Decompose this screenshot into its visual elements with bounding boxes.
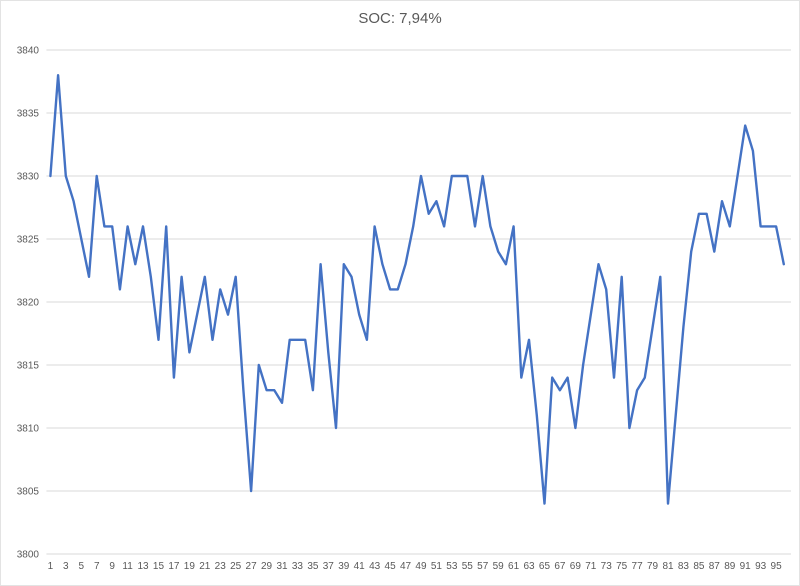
x-axis-tick-label: 5 — [78, 561, 84, 572]
x-axis-tick-label: 45 — [385, 561, 397, 572]
x-axis-tick-label: 15 — [153, 561, 165, 572]
x-axis-tick-label: 39 — [338, 561, 350, 572]
x-axis-tick-label: 41 — [354, 561, 366, 572]
x-axis-tick-label: 75 — [616, 561, 628, 572]
x-axis-tick-label: 7 — [94, 561, 100, 572]
x-axis-tick-label: 89 — [724, 561, 736, 572]
x-axis-tick-label: 53 — [446, 561, 458, 572]
x-axis-tick-label: 3 — [63, 561, 69, 572]
y-axis-tick-label: 3825 — [17, 235, 40, 246]
x-axis-tick-label: 57 — [477, 561, 489, 572]
x-axis-tick-label: 77 — [632, 561, 644, 572]
x-axis-tick-label: 81 — [662, 561, 674, 572]
x-axis-tick-label: 65 — [539, 561, 551, 572]
x-axis-tick-label: 37 — [323, 561, 335, 572]
x-axis-tick-label: 51 — [431, 561, 443, 572]
x-axis-tick-label: 95 — [771, 561, 783, 572]
x-axis-tick-label: 59 — [493, 561, 505, 572]
y-axis-tick-label: 3810 — [17, 424, 40, 435]
x-axis-tick-label: 9 — [109, 561, 115, 572]
y-axis-tick-label: 3800 — [17, 550, 40, 561]
x-axis-tick-label: 49 — [415, 561, 427, 572]
x-axis-tick-label: 11 — [122, 561, 133, 572]
x-axis-tick-label: 61 — [508, 561, 520, 572]
x-axis-tick-label: 69 — [570, 561, 582, 572]
x-axis-tick-label: 67 — [554, 561, 566, 572]
x-axis-tick-label: 91 — [740, 561, 752, 572]
x-axis-tick-label: 85 — [693, 561, 705, 572]
x-axis-tick-label: 87 — [709, 561, 721, 572]
x-axis-tick-label: 31 — [276, 561, 288, 572]
chart-title: SOC: 7,94% — [358, 10, 442, 27]
x-axis-tick-label: 13 — [137, 561, 149, 572]
y-axis-tick-label: 3815 — [17, 361, 40, 372]
x-axis-tick-label: 47 — [400, 561, 412, 572]
x-axis-tick-label: 19 — [184, 561, 196, 572]
x-axis-tick-label: 83 — [678, 561, 690, 572]
x-axis-tick-label: 79 — [647, 561, 659, 572]
y-axis-tick-label: 3830 — [17, 172, 40, 183]
x-axis-tick-label: 1 — [48, 561, 54, 572]
x-axis-tick-label: 21 — [199, 561, 211, 572]
soc-line-series — [49, 73, 785, 505]
x-axis-tick-label: 93 — [755, 561, 767, 572]
y-axis-tick-label: 3820 — [17, 298, 40, 309]
x-axis-tick-label: 35 — [307, 561, 319, 572]
x-axis-tick-label: 27 — [246, 561, 258, 572]
y-axis-tick-label: 3835 — [17, 109, 40, 120]
x-axis-tick-label: 71 — [585, 561, 597, 572]
x-axis-tick-label: 25 — [230, 561, 242, 572]
x-axis-tick-label: 23 — [215, 561, 227, 572]
y-axis-tick-label: 3840 — [17, 46, 40, 57]
x-axis-tick-label: 17 — [168, 561, 180, 572]
x-axis-tick-label: 29 — [261, 561, 273, 572]
x-axis-tick-label: 55 — [462, 561, 474, 572]
y-axis-tick-label: 3805 — [17, 487, 40, 498]
x-axis-tick-label: 43 — [369, 561, 381, 572]
x-axis-tick-label: 63 — [523, 561, 535, 572]
x-axis-tick-label: 73 — [601, 561, 613, 572]
x-axis-tick-label: 33 — [292, 561, 304, 572]
